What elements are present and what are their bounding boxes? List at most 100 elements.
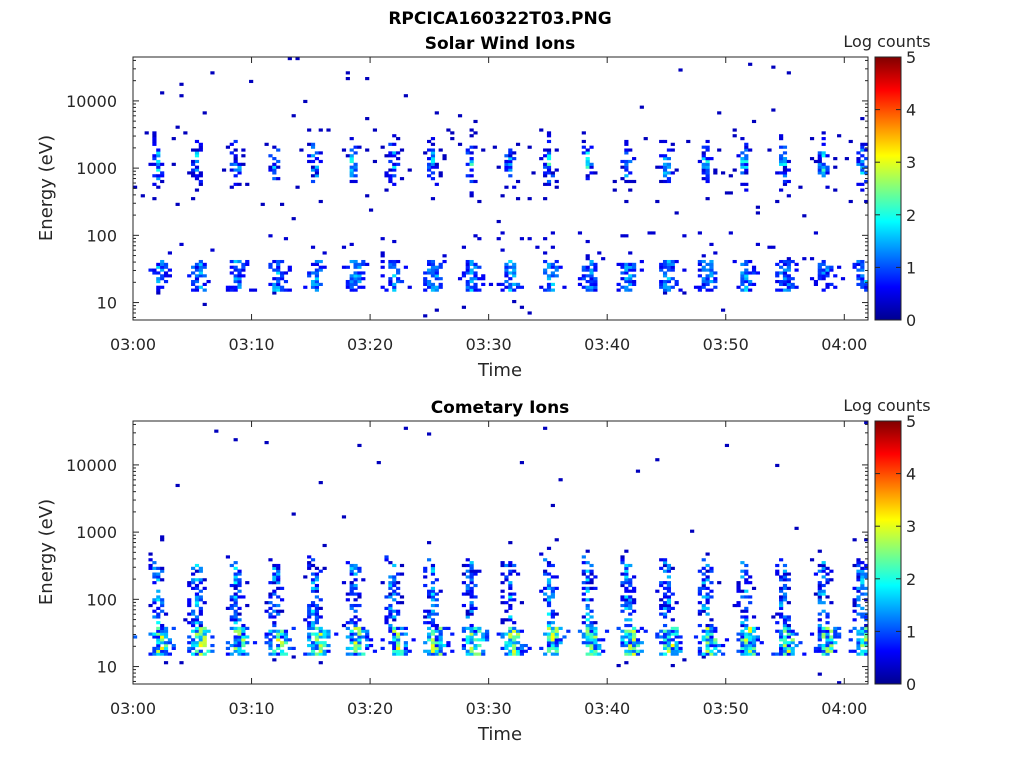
heatmap-cell xyxy=(396,259,401,264)
heatmap-cell xyxy=(751,615,757,619)
heatmap-cell xyxy=(813,592,819,596)
heatmap-cell xyxy=(198,578,203,582)
heatmap-cell xyxy=(396,643,401,648)
heatmap-cell xyxy=(860,586,865,590)
heatmap-cell xyxy=(508,165,513,169)
heatmap-cell xyxy=(829,643,834,648)
heatmap-cell xyxy=(554,185,559,189)
heatmap-cell xyxy=(817,618,822,622)
heatmap-cell xyxy=(779,595,784,599)
heatmap-cell xyxy=(272,285,277,289)
heatmap-cell xyxy=(202,265,207,269)
heatmap-cell xyxy=(860,569,865,573)
heatmap-cell xyxy=(519,646,525,650)
heatmap-cell xyxy=(809,257,815,261)
heatmap-cell xyxy=(589,646,594,650)
heatmap-cell xyxy=(554,148,559,152)
heatmap-cell xyxy=(821,629,826,633)
heatmap-cell xyxy=(492,145,497,149)
heatmap-cell xyxy=(585,586,590,590)
heatmap-cell xyxy=(434,592,439,596)
heatmap-cell xyxy=(198,641,203,645)
heatmap-cell xyxy=(817,649,822,653)
heatmap-cell xyxy=(593,575,598,579)
colorbar-tick-label: 5 xyxy=(906,48,916,67)
heatmap-cell xyxy=(287,265,292,269)
heatmap-cell xyxy=(659,612,664,616)
heatmap-cell xyxy=(744,288,749,292)
heatmap-cell xyxy=(148,552,153,556)
heatmap-cell xyxy=(825,165,830,169)
heatmap-cell xyxy=(546,583,552,588)
heatmap-cell xyxy=(662,615,668,619)
heatmap-cell xyxy=(790,259,795,264)
heatmap-cell xyxy=(508,541,513,545)
heatmap-cell xyxy=(593,629,598,633)
heatmap-cell xyxy=(392,589,397,593)
heatmap-cell xyxy=(314,618,319,622)
heatmap-cell xyxy=(504,262,509,266)
heatmap-cell xyxy=(399,652,405,656)
heatmap-cell xyxy=(837,635,842,639)
heatmap-cell xyxy=(550,503,555,508)
heatmap-cell xyxy=(779,162,784,166)
heatmap-cell xyxy=(272,168,277,172)
heatmap-cell xyxy=(748,259,753,264)
heatmap-cell xyxy=(748,148,753,152)
heatmap-cell xyxy=(233,438,238,442)
heatmap-cell xyxy=(233,174,238,178)
heatmap-cell xyxy=(512,563,517,568)
heatmap-cell xyxy=(864,572,869,576)
heatmap-cell xyxy=(171,626,176,630)
heatmap-cell xyxy=(307,563,312,568)
heatmap-cell xyxy=(357,635,362,639)
heatmap-cell xyxy=(705,262,710,266)
heatmap-cell xyxy=(310,578,316,582)
heatmap-cell xyxy=(554,575,559,579)
heatmap-cell xyxy=(140,194,145,198)
heatmap-cell xyxy=(798,185,803,189)
heatmap-cell xyxy=(705,171,710,175)
heatmap-cell xyxy=(751,641,757,645)
heatmap-cell xyxy=(392,646,397,650)
heatmap-cell xyxy=(512,268,517,272)
heatmap-cell xyxy=(469,581,474,585)
heatmap-cell xyxy=(546,641,552,645)
heatmap-cell xyxy=(156,629,161,633)
x-axis-label-cometary: Time xyxy=(477,724,522,745)
heatmap-cell xyxy=(276,652,281,656)
heatmap-cell xyxy=(427,259,432,264)
heatmap-cell xyxy=(751,119,757,124)
heatmap-cell xyxy=(817,595,822,599)
heatmap-cell xyxy=(628,148,633,152)
heatmap-cell xyxy=(353,563,358,568)
heatmap-cell xyxy=(392,182,397,186)
heatmap-cell xyxy=(430,618,436,622)
heatmap-cell xyxy=(322,543,327,548)
heatmap-cell xyxy=(438,174,443,178)
heatmap-cell xyxy=(701,157,706,161)
heatmap-cell xyxy=(349,569,354,573)
heatmap-cell xyxy=(225,145,231,149)
heatmap-cell xyxy=(659,583,664,588)
heatmap-cell xyxy=(156,285,161,289)
heatmap-cell xyxy=(465,583,470,588)
heatmap-cell xyxy=(635,638,641,642)
heatmap-cell xyxy=(485,635,490,639)
heatmap-cell xyxy=(314,285,319,289)
heatmap-cell xyxy=(817,549,822,553)
heatmap-cell xyxy=(662,592,668,596)
heatmap-cell xyxy=(744,165,749,169)
heatmap-cell xyxy=(280,632,285,636)
heatmap-cell xyxy=(307,154,312,158)
heatmap-cell xyxy=(310,558,316,562)
heatmap-cell xyxy=(701,609,706,613)
heatmap-cell xyxy=(790,641,795,645)
heatmap-cell xyxy=(403,94,408,98)
heatmap-cell xyxy=(744,626,749,630)
heatmap-cell xyxy=(593,171,598,175)
heatmap-cell xyxy=(314,621,319,625)
heatmap-cell xyxy=(821,646,826,650)
heatmap-cell xyxy=(469,646,474,650)
heatmap-cell xyxy=(353,615,358,619)
